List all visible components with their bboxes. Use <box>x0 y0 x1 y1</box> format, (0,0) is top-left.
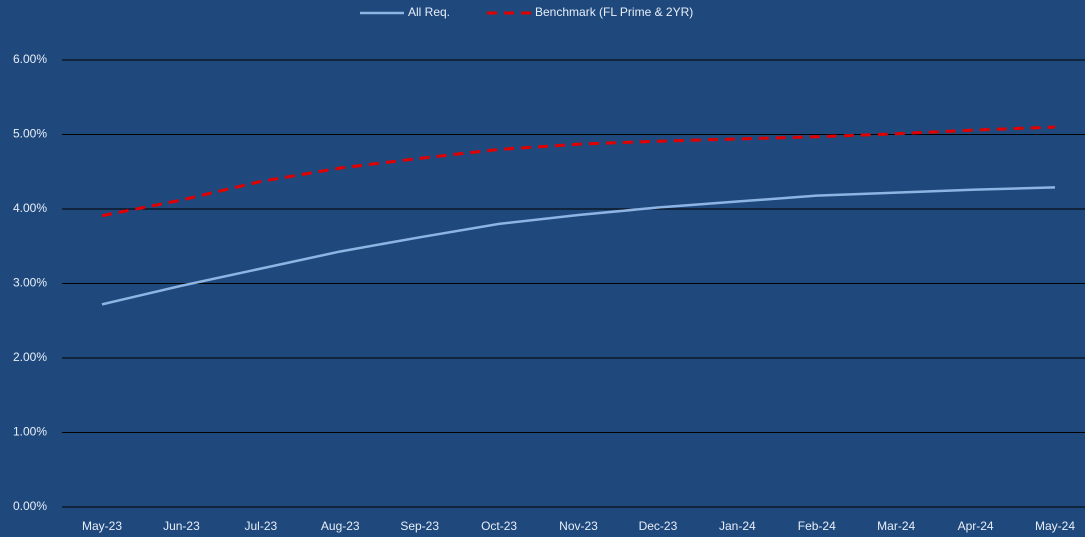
x-tick-label: Apr-24 <box>958 519 994 533</box>
series-line <box>101 125 1056 218</box>
legend-label: Benchmark (FL Prime & 2YR) <box>535 5 693 19</box>
x-tick-label: Jan-24 <box>719 519 756 533</box>
series-line <box>101 186 1056 306</box>
legend-label: All Req. <box>408 5 450 19</box>
y-tick-label: 5.00% <box>13 127 47 141</box>
x-tick-label: Oct-23 <box>481 519 517 533</box>
x-tick-label: Feb-24 <box>798 519 836 533</box>
y-tick-label: 6.00% <box>13 52 47 66</box>
x-tick-label: Aug-23 <box>321 519 360 533</box>
x-tick-label: May-24 <box>1035 519 1075 533</box>
x-tick-label: Jun-23 <box>163 519 200 533</box>
y-tick-label: 4.00% <box>13 201 47 215</box>
y-tick-label: 2.00% <box>13 350 47 364</box>
x-tick-label: May-23 <box>82 519 122 533</box>
x-tick-label: Mar-24 <box>877 519 915 533</box>
x-tick-label: Sep-23 <box>400 519 439 533</box>
x-tick-label: Dec-23 <box>639 519 678 533</box>
y-tick-label: 3.00% <box>13 276 47 290</box>
x-tick-label: Nov-23 <box>559 519 598 533</box>
x-tick-label: Jul-23 <box>244 519 277 533</box>
y-tick-label: 1.00% <box>13 425 47 439</box>
y-tick-label: 0.00% <box>13 499 47 513</box>
